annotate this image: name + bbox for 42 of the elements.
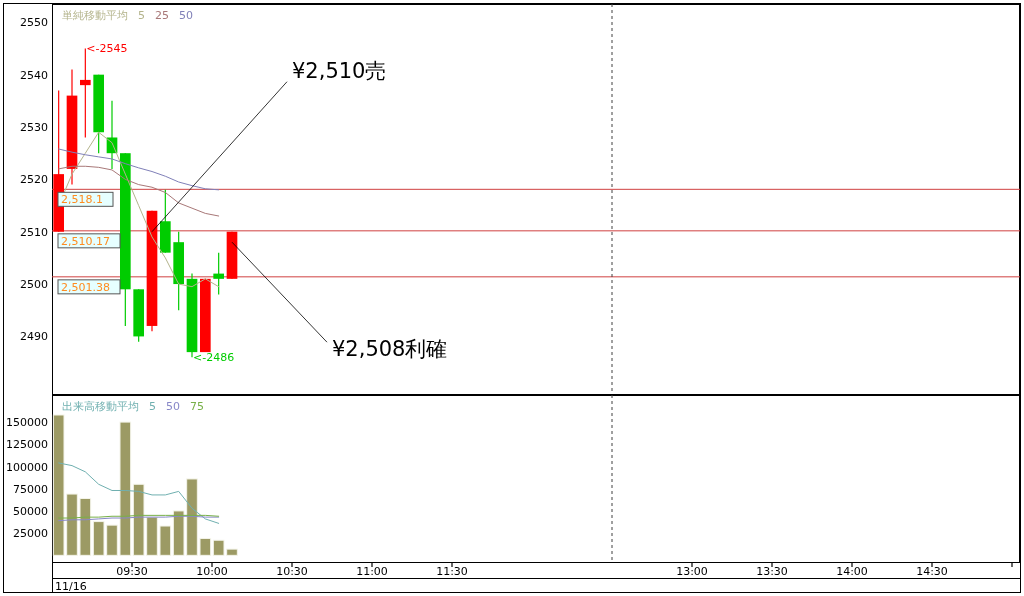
line-series xyxy=(58,462,220,524)
x-tick-label: 11:30 xyxy=(436,565,468,578)
y-tick-label: 2500 xyxy=(20,278,48,292)
x-tick-label: 09:30 xyxy=(116,565,148,578)
x-tick-label: 11:00 xyxy=(356,565,388,578)
x-tick-label: 14:00 xyxy=(836,565,868,578)
y-tick-label: 2530 xyxy=(20,121,48,135)
ref-line-label: 2,510.17 xyxy=(61,234,110,248)
annotation: <-2545 xyxy=(86,42,128,56)
annotation: ¥2,508利確 xyxy=(332,337,448,362)
text: 75 xyxy=(190,400,204,413)
annotation: ¥2,510売 xyxy=(292,58,387,83)
candlestick xyxy=(213,252,224,296)
line-series xyxy=(58,165,220,217)
text: 5 xyxy=(149,400,156,413)
annotation: <-2486 xyxy=(193,351,235,365)
text: 50 xyxy=(166,400,180,413)
y-tick-label: 75000 xyxy=(13,482,48,496)
y-tick-label: 50000 xyxy=(13,504,48,518)
text: 5 xyxy=(138,9,145,22)
x-axis-title: 11/16 xyxy=(55,580,87,593)
x-tick-label: 13:30 xyxy=(756,565,788,578)
x-tick-label: 10:30 xyxy=(276,565,308,578)
y-tick-label: 2520 xyxy=(20,173,48,187)
text: 50 xyxy=(179,9,193,22)
ref-line-label: 2,501.38 xyxy=(61,280,110,294)
x-tick-label: 10:00 xyxy=(196,565,228,578)
y-tick-label: 25000 xyxy=(13,527,48,541)
line-series xyxy=(58,148,220,191)
y-tick-label: 150000 xyxy=(6,416,48,430)
y-tick-label: 100000 xyxy=(6,460,48,474)
ref-line-label: 2,518.1 xyxy=(61,193,103,207)
legend-title: 単純移動平均 xyxy=(62,9,128,22)
x-tick-label: 14:30 xyxy=(916,565,948,578)
y-tick-label: 2540 xyxy=(20,68,48,82)
y-tick-label: 2490 xyxy=(20,330,48,344)
x-tick-label: 13:00 xyxy=(676,565,708,578)
y-tick-label: 2510 xyxy=(20,225,48,239)
y-tick-label: 2550 xyxy=(20,16,48,30)
y-tick-label: 125000 xyxy=(6,438,48,452)
legend-title: 出来高移動平均 xyxy=(62,400,139,413)
text: 25 xyxy=(155,9,169,22)
